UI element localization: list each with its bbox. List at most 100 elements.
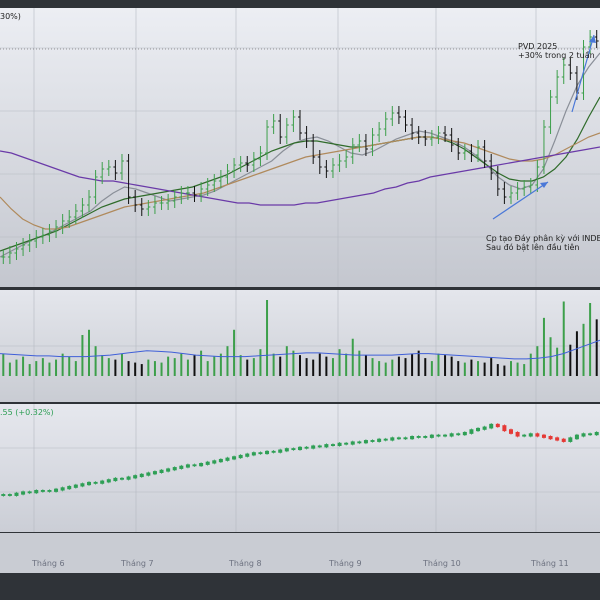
index-candle — [106, 479, 111, 483]
volume-chart-panel[interactable] — [0, 290, 600, 402]
index-candle — [7, 494, 12, 496]
volume-chart — [0, 290, 600, 402]
index-candle — [199, 463, 204, 467]
arrow-head — [540, 182, 548, 188]
month-label: Tháng 6 — [32, 559, 65, 568]
price-change-tag: 30%) — [0, 12, 21, 21]
index-candle — [482, 426, 487, 430]
index-candle — [594, 431, 599, 436]
index-candle — [377, 438, 382, 442]
ma_mid-line — [0, 96, 600, 252]
index-candle — [396, 437, 401, 440]
index-candle — [489, 423, 494, 429]
index-candle — [284, 448, 289, 452]
index-candle — [561, 438, 566, 442]
index-candle — [271, 450, 276, 453]
index-candle — [40, 490, 45, 492]
index-candle — [541, 434, 546, 438]
index-candle — [251, 452, 256, 456]
index-candle — [298, 446, 302, 451]
index-candle — [535, 433, 540, 437]
index-candle — [113, 477, 118, 482]
index-candle — [469, 429, 474, 434]
month-label: Tháng 10 — [423, 559, 461, 568]
index-candle — [205, 461, 210, 465]
index-candle — [172, 467, 177, 471]
index-candle — [443, 434, 448, 437]
index-candle — [225, 457, 230, 461]
month-label: Tháng 9 — [329, 559, 362, 568]
index-candle — [363, 440, 368, 444]
index-candle — [100, 480, 105, 484]
index-candle — [291, 448, 296, 451]
index-candle — [568, 437, 573, 442]
index-candle — [27, 491, 32, 494]
index-candle — [588, 433, 593, 436]
price-chart — [0, 8, 600, 287]
index-candle — [574, 434, 579, 440]
index-candle — [502, 425, 507, 432]
index-candle — [581, 433, 586, 437]
index-candle — [146, 472, 151, 476]
index-candle — [436, 434, 441, 437]
index-candle — [60, 487, 65, 491]
annotation-bottom-line2: Sau đó bật lên đầu tiên — [486, 243, 580, 252]
index-candle — [159, 469, 164, 473]
price-chart-panel[interactable]: 30%) PVD 2025 +30% trong 2 tuần Cp tạo Đ… — [0, 8, 600, 287]
index-chart-panel[interactable]: .55 (+0.32%) — [0, 404, 600, 532]
index-candle — [403, 437, 408, 440]
index-candle — [390, 437, 395, 441]
month-label: Tháng 11 — [531, 559, 569, 568]
index-candle — [21, 491, 26, 495]
index-candle — [67, 485, 72, 490]
ma_fast-line — [0, 52, 600, 258]
index-candle — [456, 433, 461, 436]
index-candle — [34, 490, 39, 494]
arrow-head — [589, 35, 596, 43]
index-candle — [324, 444, 329, 448]
annotation-top: PVD 2025 +30% trong 2 tuần — [518, 42, 595, 60]
index-candle — [232, 456, 237, 460]
index-candle — [218, 458, 223, 463]
index-candle — [429, 434, 434, 438]
time-axis[interactable]: Tháng 6 Tháng 7 Tháng 8 Tháng 9 Tháng 10… — [0, 533, 600, 573]
trend-arrow-lower — [492, 181, 549, 220]
index-candle — [185, 464, 190, 468]
index-candle — [238, 454, 243, 459]
index-candle — [119, 477, 124, 480]
ma_long-line — [0, 146, 600, 206]
index-candle — [410, 436, 415, 440]
index-candle — [258, 452, 263, 455]
index-candle — [555, 437, 560, 441]
annotation-bottom: Cp tạo Đáy phân kỳ với INDE Sau đó bật l… — [486, 234, 600, 252]
index-candle — [423, 436, 428, 438]
ma_slow-line — [0, 132, 600, 230]
index-candle — [133, 475, 138, 479]
index-candle — [93, 481, 98, 484]
index-change-tag: .55 (+0.32%) — [0, 408, 54, 417]
index-candle — [179, 465, 184, 469]
index-candle — [126, 476, 131, 480]
index-candle — [278, 449, 283, 453]
index-chart — [0, 404, 600, 532]
index-candle — [166, 468, 171, 472]
index-candle — [87, 481, 92, 486]
index-candle — [330, 444, 335, 446]
index-candle — [73, 484, 78, 488]
index-candle — [245, 453, 250, 457]
index-candle — [47, 490, 52, 492]
index-candle — [1, 494, 6, 496]
index-candle — [462, 431, 467, 436]
index-candle — [548, 436, 553, 440]
index-candle — [515, 431, 520, 437]
index-candle — [317, 445, 322, 448]
index-candle — [54, 488, 59, 492]
index-candle — [139, 473, 144, 478]
index-candle — [304, 446, 309, 449]
index-candle — [14, 492, 19, 496]
index-candle — [495, 423, 500, 428]
annotation-top-line2: +30% trong 2 tuần — [518, 51, 595, 60]
volume-ma-line — [0, 339, 600, 360]
index-candle — [265, 450, 270, 455]
index-candle — [449, 433, 454, 437]
